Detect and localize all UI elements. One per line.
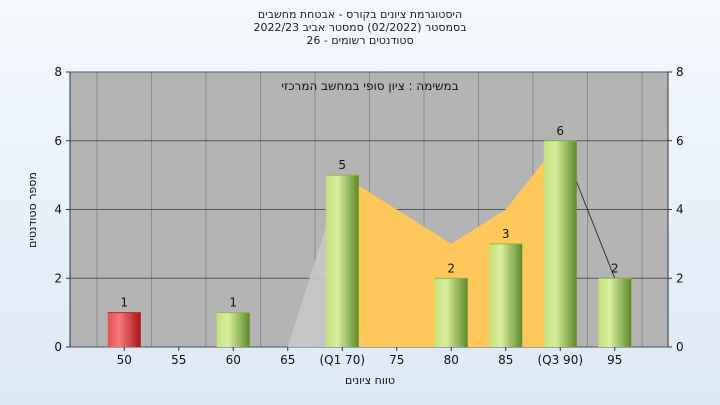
- y-tick-label-right: 4: [676, 203, 684, 217]
- x-axis-title: טווח ציונים: [345, 374, 395, 387]
- bar-Q3-90: [543, 140, 577, 347]
- bar-value-label: 6: [556, 124, 564, 138]
- y-tick-label-left: 0: [54, 340, 62, 354]
- bar-50: [107, 312, 141, 347]
- y-axis-title: מספר סטודנטים: [26, 172, 39, 248]
- y-tick-label-right: 2: [676, 271, 684, 285]
- y-tick-label-right: 6: [676, 134, 684, 148]
- y-tick-label-right: 8: [676, 65, 684, 79]
- bar-80: [434, 278, 468, 347]
- x-tick-label: (Q3 90): [537, 353, 583, 367]
- x-tick-label: 95: [607, 353, 622, 367]
- x-tick-label: (Q1 70): [319, 353, 365, 367]
- bar-Q1-70: [325, 175, 359, 347]
- bar-value-label: 3: [502, 227, 510, 241]
- annotation: במשימה : ציון סופי במחשב המרכזי: [281, 79, 458, 93]
- x-tick-label: 50: [117, 353, 132, 367]
- bar-value-label: 2: [611, 261, 619, 275]
- x-tick-label: 85: [498, 353, 513, 367]
- x-tick-label: 55: [171, 353, 186, 367]
- bar-value-label: 1: [120, 296, 128, 310]
- bar-value-label: 2: [447, 261, 455, 275]
- bar-60: [216, 312, 250, 347]
- x-tick-label: 65: [280, 353, 295, 367]
- bar-value-label: 5: [338, 158, 346, 172]
- y-tick-label-right: 0: [676, 340, 684, 354]
- bar-value-label: 1: [229, 296, 237, 310]
- bar-85: [489, 243, 523, 347]
- y-tick-label-left: 6: [54, 134, 62, 148]
- chart-title: היסטוגרמת ציונים בקורס - אבטחת מחשבים בס…: [0, 8, 720, 47]
- y-tick-label-left: 4: [54, 203, 62, 217]
- x-tick-label: 75: [389, 353, 404, 367]
- chart-title-line-1: היסטוגרמת ציונים בקורס - אבטחת מחשבים: [257, 8, 463, 21]
- chart-title-line-2: בסמסטר (02/2022) סמסטר אביב 2022/23: [253, 21, 467, 34]
- chart-title-line-3: סטודנטים רשומים - 26: [306, 34, 414, 47]
- x-tick-label: 80: [444, 353, 459, 367]
- y-tick-label-left: 2: [54, 271, 62, 285]
- x-tick-label: 60: [226, 353, 241, 367]
- bar-95: [598, 278, 632, 347]
- y-tick-label-left: 8: [54, 65, 62, 79]
